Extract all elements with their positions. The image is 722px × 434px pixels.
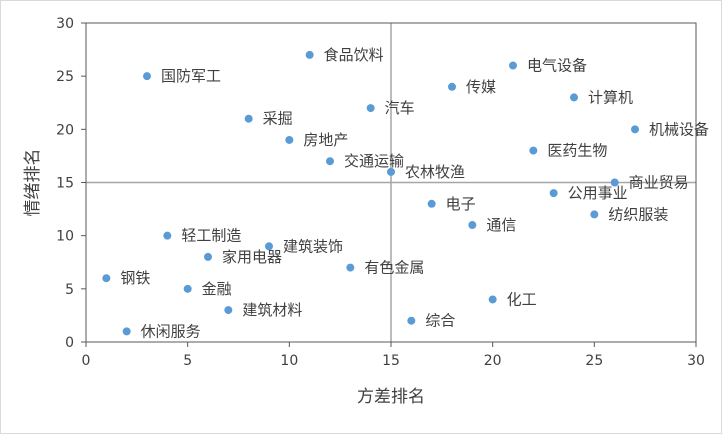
y-axis-ticks: 0 5 10 15 20 25 30 — [56, 16, 86, 351]
data-label: 建筑装饰 — [283, 237, 343, 255]
data-label: 电气设备 — [527, 57, 587, 75]
y-tick-label: 10 — [56, 229, 74, 245]
data-label: 医药生物 — [547, 142, 607, 160]
data-label: 钢铁 — [120, 269, 150, 287]
data-label: 金融 — [202, 280, 232, 298]
x-tick-label: 30 — [687, 353, 705, 369]
data-label: 有色金属 — [364, 259, 424, 277]
reference-lines — [86, 23, 696, 342]
data-point — [224, 306, 233, 315]
data-label: 汽车 — [385, 99, 415, 117]
data-label: 电子 — [446, 195, 476, 213]
y-tick-label: 0 — [65, 335, 74, 351]
data-label: 建筑材料 — [242, 301, 302, 319]
data-label: 公用事业 — [568, 184, 628, 202]
y-axis-title: 情绪排名 — [23, 149, 43, 217]
data-point — [285, 135, 294, 144]
x-tick-label: 10 — [280, 353, 298, 369]
data-point — [326, 157, 334, 166]
data-point — [122, 327, 131, 336]
data-point — [143, 72, 151, 81]
data-point — [204, 252, 212, 261]
data-point — [529, 146, 538, 155]
data-point — [549, 189, 558, 198]
data-label: 传媒 — [466, 78, 496, 96]
data-point — [366, 104, 375, 113]
data-point — [610, 178, 619, 187]
y-tick-label: 20 — [56, 122, 74, 138]
data-point — [265, 242, 273, 251]
data-point — [448, 82, 456, 91]
data-point — [346, 263, 355, 272]
data-point — [570, 93, 578, 102]
data-label: 商业贸易 — [629, 174, 689, 192]
data-point — [427, 199, 436, 208]
data-label: 家用电器 — [222, 248, 282, 266]
y-tick-label: 30 — [56, 16, 74, 32]
data-point — [407, 316, 416, 325]
x-tick-label: 15 — [382, 353, 400, 369]
data-point — [590, 210, 599, 219]
data-label: 机械设备 — [649, 120, 709, 138]
data-point — [631, 125, 639, 134]
data-label: 综合 — [425, 312, 455, 330]
data-label: 休闲服务 — [141, 322, 201, 340]
data-point — [509, 61, 517, 70]
data-point — [468, 221, 477, 230]
data-points — [102, 50, 639, 336]
x-tick-label: 5 — [183, 353, 192, 369]
x-tick-label: 0 — [82, 353, 91, 369]
x-tick-label: 20 — [484, 353, 502, 369]
data-point — [163, 231, 172, 240]
x-axis-title: 方差排名 — [357, 387, 425, 407]
data-label: 交通运输 — [344, 152, 404, 170]
data-label: 计算机 — [588, 88, 633, 106]
data-label: 食品饮料 — [324, 46, 384, 64]
data-point — [183, 284, 192, 293]
y-tick-label: 5 — [65, 282, 74, 298]
data-label: 国防军工 — [161, 67, 221, 85]
data-point — [387, 167, 395, 176]
data-point — [488, 295, 497, 304]
data-label: 房地产 — [303, 131, 348, 149]
x-axis-ticks: 0 5 10 15 20 25 30 — [82, 342, 705, 369]
y-tick-label: 25 — [56, 69, 74, 85]
data-point — [244, 114, 253, 123]
data-label: 农林牧渔 — [405, 163, 465, 181]
data-point — [102, 274, 111, 283]
x-tick-label: 25 — [585, 353, 603, 369]
data-label: 轻工制造 — [181, 227, 241, 245]
data-label: 纺织服装 — [608, 205, 668, 223]
data-point — [305, 50, 314, 59]
data-label: 采掘 — [263, 110, 293, 128]
data-label: 化工 — [507, 290, 537, 308]
data-label: 通信 — [486, 216, 516, 234]
y-tick-label: 15 — [56, 176, 74, 192]
